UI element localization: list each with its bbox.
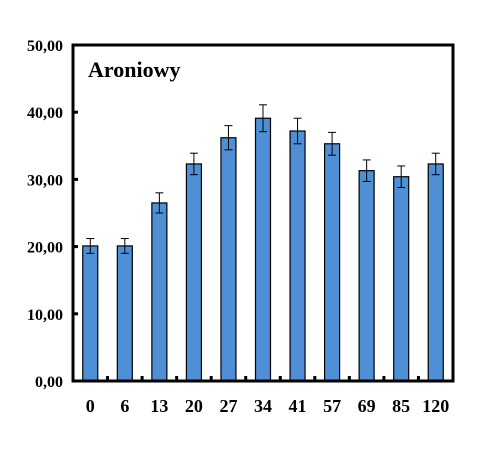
bar (254, 117, 272, 382)
x-tick-label: 34 (254, 396, 272, 416)
y-axis: 0,00 10,00 20,00 30,00 40,00 50,00 (27, 38, 78, 391)
y-tick-label: 20,00 (27, 240, 63, 257)
x-tick-label: 20 (185, 396, 203, 416)
bar (151, 202, 168, 382)
error-bar (189, 152, 198, 176)
x-tick-label: 41 (289, 396, 307, 416)
x-tick-label: 69 (358, 396, 376, 416)
x-tick-label: 57 (323, 396, 341, 416)
bar (220, 137, 237, 382)
y-tick-label: 30,00 (27, 172, 63, 189)
x-tick-label: 13 (150, 396, 168, 416)
error-bar (362, 159, 371, 182)
bar (323, 143, 341, 382)
x-tick-label: 85 (392, 396, 410, 416)
error-bar (259, 104, 267, 133)
y-tick-label: 10,00 (27, 307, 63, 324)
bar (289, 130, 306, 382)
bar (82, 245, 99, 382)
bar (427, 163, 444, 382)
error-bar (224, 125, 233, 151)
bar (358, 170, 375, 382)
error-bar (86, 238, 95, 254)
error-bar (293, 117, 302, 145)
x-tick-label: 27 (219, 396, 237, 416)
y-tick-label: 40,00 (27, 105, 63, 122)
error-bar (397, 165, 406, 188)
bars-layer (82, 117, 444, 382)
error-bar (155, 192, 164, 214)
bar (185, 163, 203, 382)
x-axis: 0 6 13 20 27 34 41 57 69 85 120 (86, 376, 449, 416)
bar (116, 245, 133, 382)
x-tick-label: 0 (86, 396, 95, 416)
y-tick-label: 0,00 (35, 374, 63, 391)
error-bar (120, 238, 129, 254)
error-bar (431, 152, 440, 176)
y-tick-label: 50,00 (27, 38, 63, 55)
x-tick-label: 120 (422, 396, 449, 416)
bar (393, 176, 410, 382)
x-tick-label: 6 (120, 396, 129, 416)
chart-title: Aroniowy (88, 57, 181, 82)
plot-frame (71, 43, 455, 383)
error-bars-layer (86, 104, 440, 254)
error-bar (328, 131, 337, 156)
